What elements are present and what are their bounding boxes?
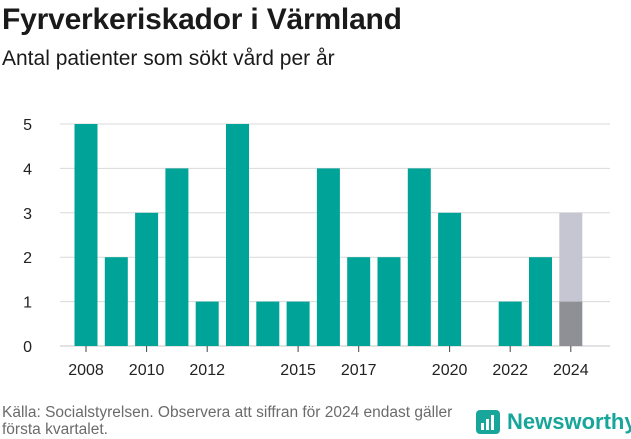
newsworthy-logo-icon [476,410,500,434]
bar-chart: 0 1 2 3 4 5 2008 2010 2012 2015 2017 2020 2022 2024 [23,117,610,379]
bar-2017 [347,257,371,346]
x-tick-label: 2022 [492,362,528,379]
x-tick-label: 2020 [432,362,468,379]
bar-2019 [407,168,431,346]
bar-2010 [135,212,159,346]
bar-2024-projected [559,212,583,302]
bar-2014 [256,301,280,346]
bar-2008 [74,124,98,346]
bar-2015 [286,301,310,346]
bars [74,124,583,346]
bar-2009 [104,257,128,346]
x-tick-label: 2015 [280,362,316,379]
x-tick-label: 2008 [68,362,104,379]
x-tick-label: 2012 [189,362,225,379]
bar-2018 [377,257,401,346]
y-tick-label: 2 [23,250,32,267]
x-tick-label: 2024 [553,362,589,379]
y-tick-label: 4 [23,161,32,178]
y-tick-label: 5 [23,117,32,134]
bar-2012 [195,301,219,346]
bar-2023 [529,257,552,346]
bar-2020 [438,212,462,346]
y-tick-label: 1 [23,295,32,312]
bar-2016 [316,168,340,346]
bar-2013 [226,124,249,346]
bar-2024-actual [559,301,583,346]
x-axis-ticks: 2008 2010 2012 2015 2017 2020 2022 2024 [68,346,589,379]
bar-2011 [165,168,189,346]
source-note: Källa: Socialstyrelsen. Observera att si… [2,404,453,438]
brand-name: Newsworthy [507,409,631,434]
chart-subtitle: Antal patienter som sökt vård per år [2,47,335,70]
brand-logo[interactable]: Newsworthy [476,410,631,434]
chart-title: Fyrverkeriskador i Värmland [2,3,402,36]
y-tick-label: 3 [23,206,32,223]
y-axis-ticks: 0 1 2 3 4 5 [23,117,32,356]
y-tick-label: 0 [23,339,32,356]
x-tick-label: 2017 [341,362,377,379]
x-tick-label: 2010 [129,362,165,379]
bar-2022 [498,301,522,346]
